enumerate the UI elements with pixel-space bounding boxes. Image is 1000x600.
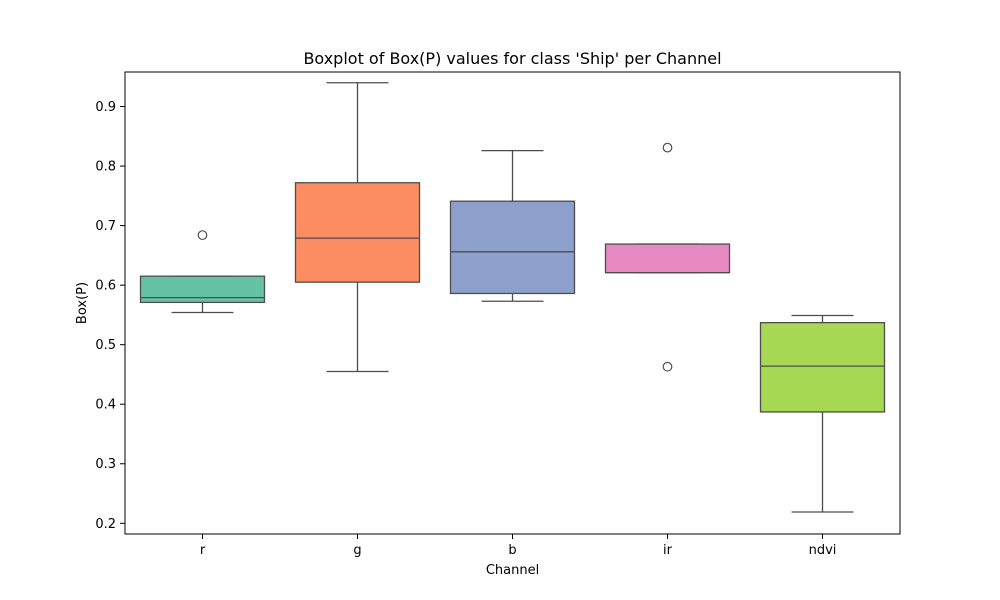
y-axis: 0.2 0.3 0.4 0.5 0.6 0.7 0.8 0.9	[95, 100, 125, 532]
y-tick-label: 0.4	[95, 398, 116, 413]
plot-area	[139, 82, 886, 513]
box-ir	[604, 243, 731, 274]
x-axis: r g b ir ndvi	[200, 534, 837, 558]
y-tick-label: 0.7	[95, 219, 116, 234]
box-group-ir	[604, 142, 731, 372]
chart-title: Boxplot of Box(P) values for class 'Ship…	[303, 49, 721, 68]
x-tick-label-g: g	[353, 543, 361, 558]
outlier-point	[197, 230, 208, 241]
x-tick-label-r: r	[200, 543, 206, 558]
box-b	[449, 200, 576, 295]
box-r	[139, 275, 266, 304]
x-tick-label-ndvi: ndvi	[809, 543, 837, 558]
y-tick-label: 0.9	[95, 100, 116, 115]
box-group-b	[449, 149, 576, 302]
x-axis-label: Channel	[486, 563, 539, 578]
outlier-point	[662, 361, 673, 372]
box-group-ndvi	[759, 314, 886, 513]
box-group-g	[294, 82, 421, 373]
y-axis-label: Box(P)	[75, 282, 90, 324]
y-tick-label: 0.6	[95, 279, 116, 294]
box-g	[294, 182, 421, 283]
y-tick-label: 0.5	[95, 338, 116, 353]
box-ndvi	[759, 321, 886, 413]
y-tick-label: 0.3	[95, 457, 116, 472]
x-tick-label-ir: ir	[663, 543, 673, 558]
y-tick-label: 0.2	[95, 517, 116, 532]
outlier-point	[662, 142, 673, 153]
box-group-r	[139, 230, 266, 314]
x-tick-label-b: b	[508, 543, 516, 558]
y-tick-label: 0.8	[95, 160, 116, 175]
